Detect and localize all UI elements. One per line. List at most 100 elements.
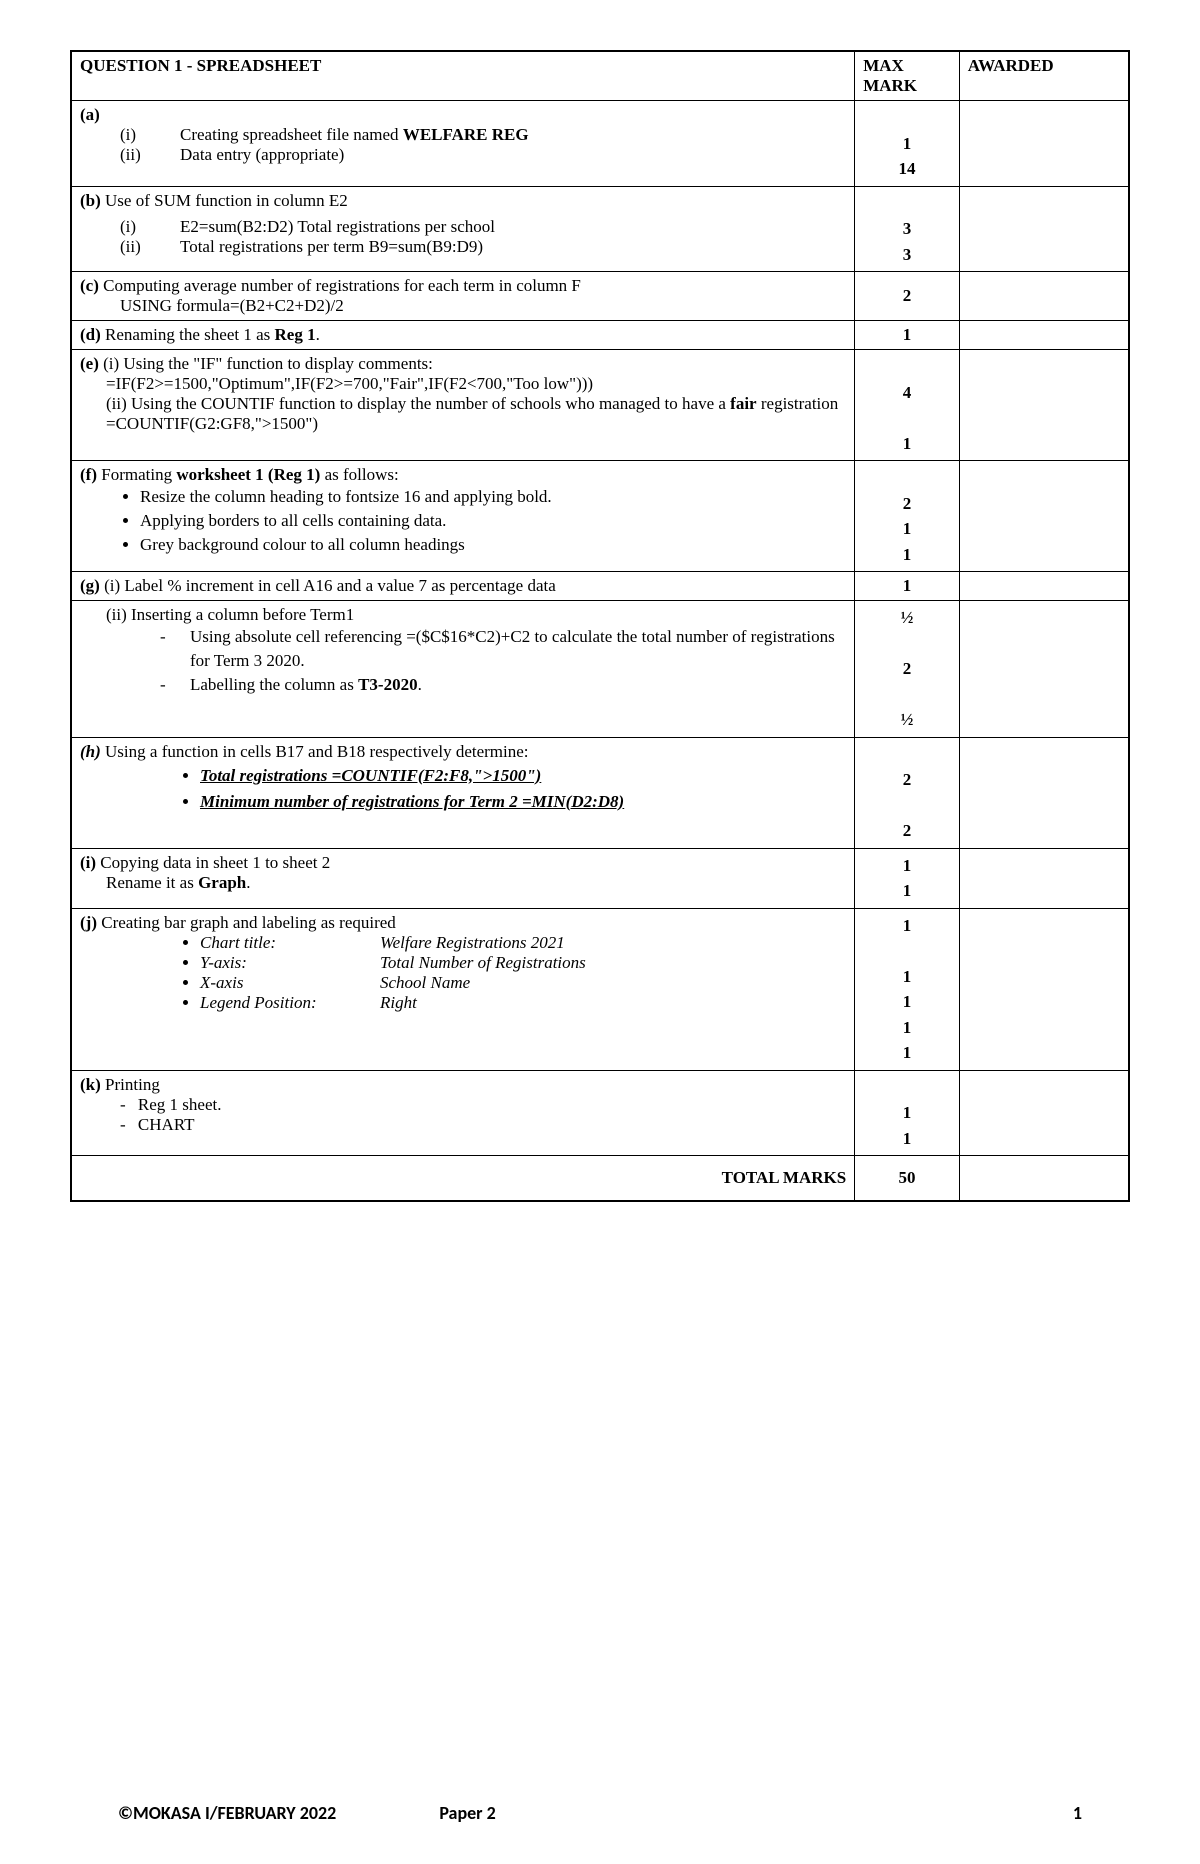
e-ii-text1: (ii) Using the COUNTIF function to displ… xyxy=(106,394,730,413)
table-header: QUESTION 1 - SPREADSHEET MAX MARK AWARDE… xyxy=(71,51,1129,101)
label-c: (c) xyxy=(80,276,103,295)
i-text2-3: . xyxy=(246,873,250,892)
h-b1: Total registrations =COUNTIF(F2:F8,">150… xyxy=(200,766,846,786)
row-b: (b) Use of SUM function in column E2 (i)… xyxy=(71,186,1129,272)
g-mark2: ½ xyxy=(863,605,950,631)
label-g: (g) xyxy=(80,576,104,595)
f-mark3: 1 xyxy=(863,542,950,568)
b-ii-text: Total registrations per term B9=sum(B9:D… xyxy=(180,237,846,257)
row-j: (j) Creating bar graph and labeling as r… xyxy=(71,908,1129,1070)
max-mark-header: MAX MARK xyxy=(855,51,959,101)
e-ii-text2: fair xyxy=(730,394,756,413)
k-d1: Reg 1 sheet. xyxy=(120,1095,846,1115)
h-b2: Minimum number of registrations for Term… xyxy=(200,792,846,812)
f-b3: Grey background colour to all column hea… xyxy=(140,533,846,557)
row-d: (d) Renaming the sheet 1 as Reg 1. 1 xyxy=(71,321,1129,350)
j-mark5: 1 xyxy=(863,1040,950,1066)
question-title: QUESTION 1 - SPREADSHEET xyxy=(71,51,855,101)
f-intro3: as follows: xyxy=(320,465,398,484)
d-text2: Reg 1 xyxy=(275,325,316,344)
row-c: (c) Computing average number of registra… xyxy=(71,272,1129,321)
total-value: 50 xyxy=(855,1156,959,1202)
j-k4: Legend Position: xyxy=(200,993,380,1013)
d-text3: . xyxy=(316,325,320,344)
e-mark2: 1 xyxy=(863,431,950,457)
awarded-header: AWARDED xyxy=(959,51,1129,101)
e-mark1: 4 xyxy=(863,380,950,406)
j-k3: X-axis xyxy=(200,973,380,993)
j-mark1: 1 xyxy=(863,913,950,939)
b-i-text: E2=sum(B2:D2) Total registrations per sc… xyxy=(180,217,846,237)
k-mark2: 1 xyxy=(863,1126,950,1152)
j-k1: Chart title: xyxy=(200,933,380,953)
label-k: (k) xyxy=(80,1075,105,1094)
i-text2-2: Graph xyxy=(198,873,246,892)
j-v3: School Name xyxy=(380,973,470,993)
g-i-text: (i) Label % increment in cell A16 and a … xyxy=(104,576,556,595)
g-mark1: 1 xyxy=(855,572,959,601)
e-i-text2: =IF(F2>=1500,"Optimum",IF(F2>=700,"Fair"… xyxy=(80,374,846,394)
k-mark1: 1 xyxy=(863,1100,950,1126)
i-mark1: 1 xyxy=(863,853,950,879)
b-ii-label: (ii) xyxy=(80,237,180,257)
a-i-label: (i) xyxy=(80,125,180,145)
i-mark2: 1 xyxy=(863,878,950,904)
h-mark1: 2 xyxy=(863,767,950,793)
e-i-text1: (i) Using the "IF" function to display c… xyxy=(103,354,433,373)
row-a: (a) (i) Creating spreadsheet file named … xyxy=(71,101,1129,187)
label-j: (j) xyxy=(80,913,101,932)
j-mark4: 1 xyxy=(863,1015,950,1041)
g-mark4: ½ xyxy=(863,707,950,733)
f-mark2: 1 xyxy=(863,516,950,542)
row-k: (k) Printing Reg 1 sheet. CHART 1 1 xyxy=(71,1070,1129,1156)
b-mark2: 3 xyxy=(863,242,950,268)
footer-left: ©MOKASA I/FEBRUARY 2022 xyxy=(118,1802,439,1824)
row-f: (f) Formating worksheet 1 (Reg 1) as fol… xyxy=(71,461,1129,572)
h-mark2: 2 xyxy=(863,818,950,844)
c-mark: 2 xyxy=(855,272,959,321)
total-label: TOTAL MARKS xyxy=(71,1156,855,1202)
footer-center: Paper 2 xyxy=(439,1802,760,1824)
j-v4: Right xyxy=(380,993,417,1013)
f-intro2: worksheet 1 (Reg 1) xyxy=(176,465,320,484)
j-intro: Creating bar graph and labeling as requi… xyxy=(101,913,396,932)
f-b2: Applying borders to all cells containing… xyxy=(140,509,846,533)
row-g-bottom: (ii) Inserting a column before Term1 Usi… xyxy=(71,601,1129,738)
a-ii-label: (ii) xyxy=(80,145,180,165)
page-footer: ©MOKASA I/FEBRUARY 2022 Paper 2 1 xyxy=(70,1802,1130,1824)
a-i-text: Creating spreadsheet file named xyxy=(180,125,403,144)
b-mark1: 3 xyxy=(863,216,950,242)
j-v2: Total Number of Registrations xyxy=(380,953,586,973)
label-e: (e) xyxy=(80,354,103,373)
label-i: (i) xyxy=(80,853,100,872)
g-dash1: Using absolute cell referencing =($C$16*… xyxy=(190,625,846,673)
label-h: (h) xyxy=(80,742,105,761)
row-i: (i) Copying data in sheet 1 to sheet 2 R… xyxy=(71,848,1129,908)
i-text2-1: Rename it as xyxy=(106,873,198,892)
i-text1: Copying data in sheet 1 to sheet 2 xyxy=(100,853,330,872)
footer-right: 1 xyxy=(761,1802,1082,1824)
label-a: (a) xyxy=(80,105,100,124)
row-g-top: (g) (i) Label % increment in cell A16 an… xyxy=(71,572,1129,601)
b-i-label: (i) xyxy=(80,217,180,237)
marking-scheme-table: QUESTION 1 - SPREADSHEET MAX MARK AWARDE… xyxy=(70,50,1130,1202)
j-mark2: 1 xyxy=(863,964,950,990)
g-ii-text: (ii) Inserting a column before Term1 xyxy=(80,605,846,625)
k-intro: Printing xyxy=(105,1075,160,1094)
a-mark2: 14 xyxy=(863,156,950,182)
label-b: (b) xyxy=(80,191,105,210)
a-i-text-bold: WELFARE REG xyxy=(403,125,529,144)
g-dash2-1: Labelling the column as xyxy=(190,675,358,694)
k-d2: CHART xyxy=(120,1115,846,1135)
b-intro: Use of SUM function in column E2 xyxy=(105,191,348,210)
row-e: (e) (i) Using the "IF" function to displ… xyxy=(71,350,1129,461)
g-dash2-2: T3-2020 xyxy=(358,675,418,694)
a-mark1: 1 xyxy=(863,131,950,157)
d-text1: Renaming the sheet 1 as xyxy=(105,325,275,344)
f-mark1: 2 xyxy=(863,491,950,517)
a-ii-text: Data entry (appropriate) xyxy=(180,145,846,165)
j-v1: Welfare Registrations 2021 xyxy=(380,933,565,953)
g-mark3: 2 xyxy=(863,656,950,682)
label-d: (d) xyxy=(80,325,105,344)
f-intro1: Formating xyxy=(101,465,176,484)
